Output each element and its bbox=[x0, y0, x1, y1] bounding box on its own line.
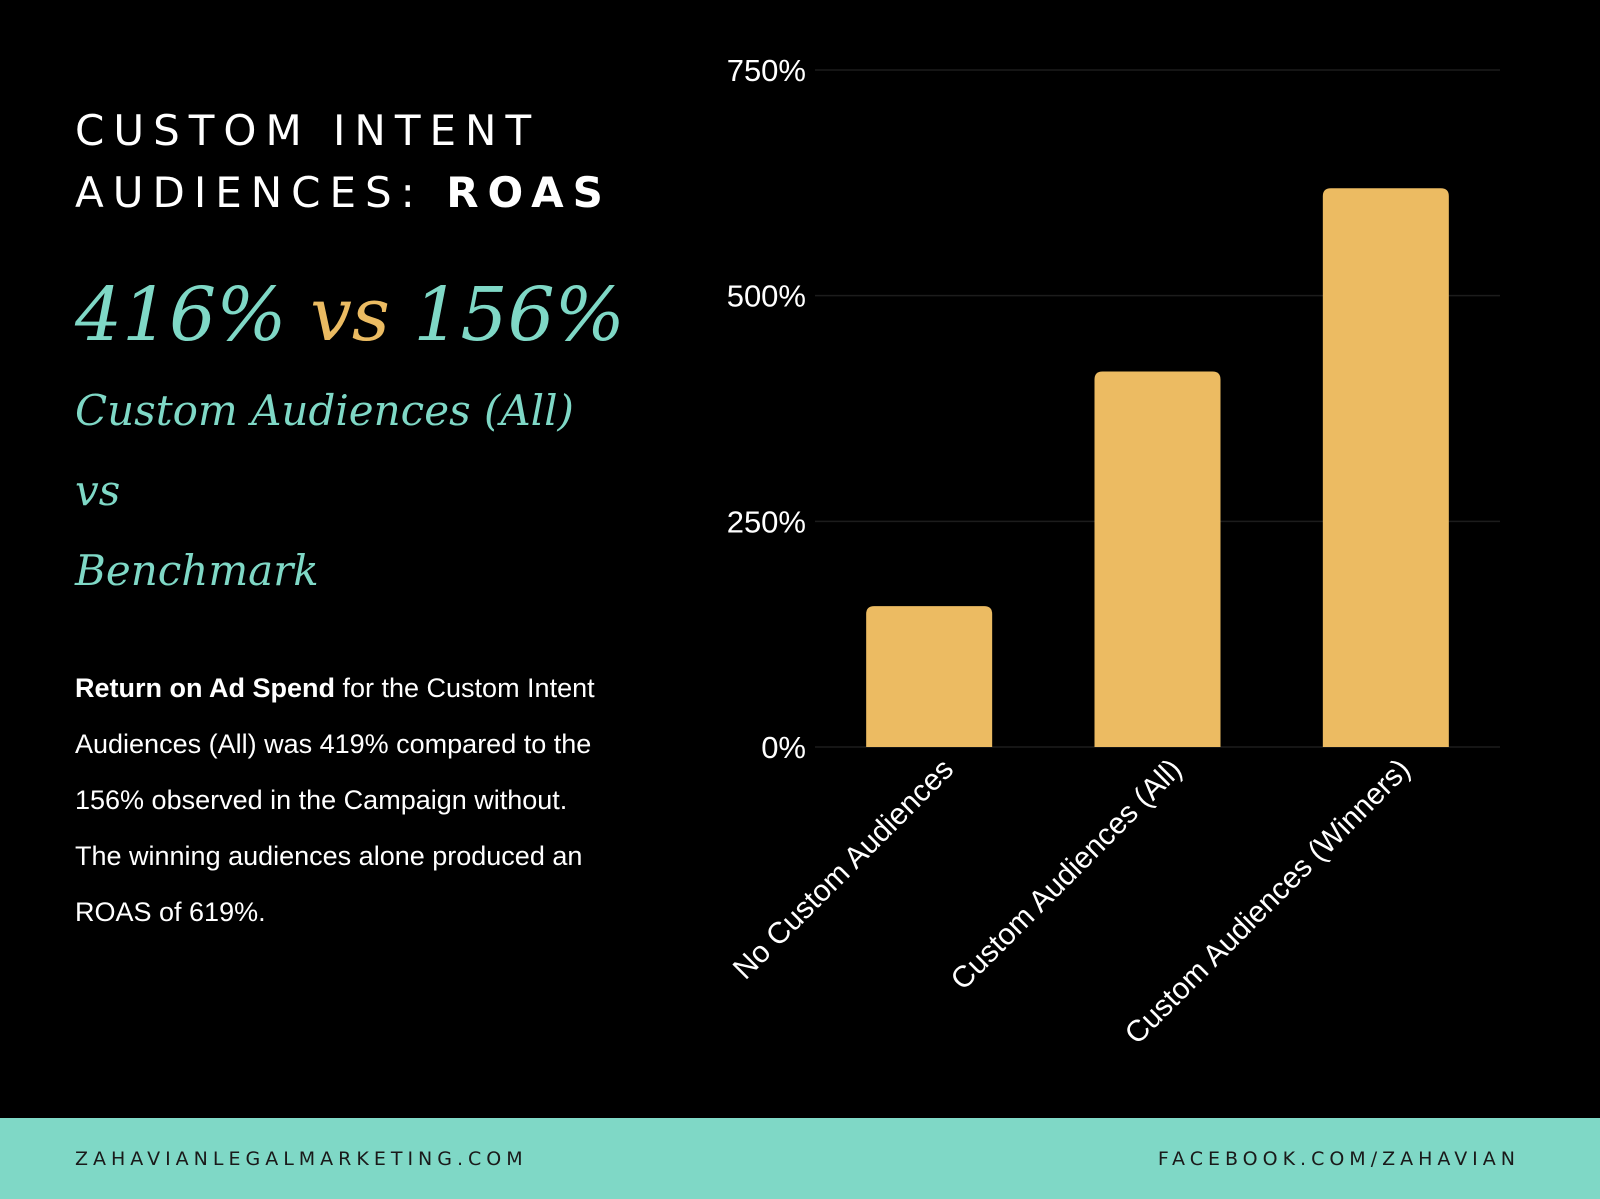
chart-bars bbox=[866, 188, 1449, 747]
page-title: CUSTOM INTENT AUDIENCES: ROAS bbox=[75, 100, 635, 224]
y-tick-label: 500% bbox=[727, 279, 806, 314]
comparison-line-1: Custom Audiences (All) bbox=[75, 386, 574, 435]
footer-website-link[interactable]: ZAHAVIANLEGALMARKETING.COM bbox=[75, 1148, 528, 1170]
footer-facebook-link[interactable]: FACEBOOK.COM/ZAHAVIAN bbox=[1157, 1148, 1520, 1170]
footer-bar: ZAHAVIANLEGALMARKETING.COM FACEBOOK.COM/… bbox=[0, 1118, 1600, 1199]
title-line-2: AUDIENCES: bbox=[75, 168, 424, 217]
description-para-1: Return on Ad Spend for the Custom Intent… bbox=[75, 660, 635, 828]
description: Return on Ad Spend for the Custom Intent… bbox=[75, 660, 635, 940]
headline-value-a: 416% bbox=[75, 272, 287, 358]
x-tick-label: Custom Audiences (All) bbox=[945, 753, 1189, 997]
bar-3 bbox=[1322, 188, 1449, 747]
title-line-1: CUSTOM INTENT bbox=[75, 106, 541, 155]
roas-bar-chart: 0% 250% 500% 750% No Custom AudiencesCustom… bbox=[727, 53, 1500, 1051]
y-tick-label: 0% bbox=[761, 730, 806, 765]
bar-1 bbox=[866, 606, 993, 747]
comparison-line-3: Benchmark bbox=[75, 546, 319, 595]
description-bold-lead: Return on Ad Spend bbox=[75, 673, 335, 703]
headline-vs: vs bbox=[310, 272, 390, 358]
y-tick-label: 250% bbox=[727, 504, 806, 539]
comparison-line-2: vs bbox=[75, 466, 121, 515]
y-tick-label: 750% bbox=[727, 53, 806, 88]
description-text-1: for the Custom Intent Audiences (All) wa… bbox=[75, 673, 595, 815]
headline-stat: 416% vs 156% bbox=[75, 270, 625, 360]
headline-value-b: 156% bbox=[413, 272, 625, 358]
bar-2 bbox=[1094, 371, 1221, 747]
description-para-2: The winning audiences alone produced an … bbox=[75, 841, 583, 927]
title-bold: ROAS bbox=[446, 168, 612, 217]
x-tick-label: No Custom Audiences bbox=[727, 753, 960, 986]
chart-y-ticks: 0% 250% 500% 750% bbox=[727, 53, 806, 765]
